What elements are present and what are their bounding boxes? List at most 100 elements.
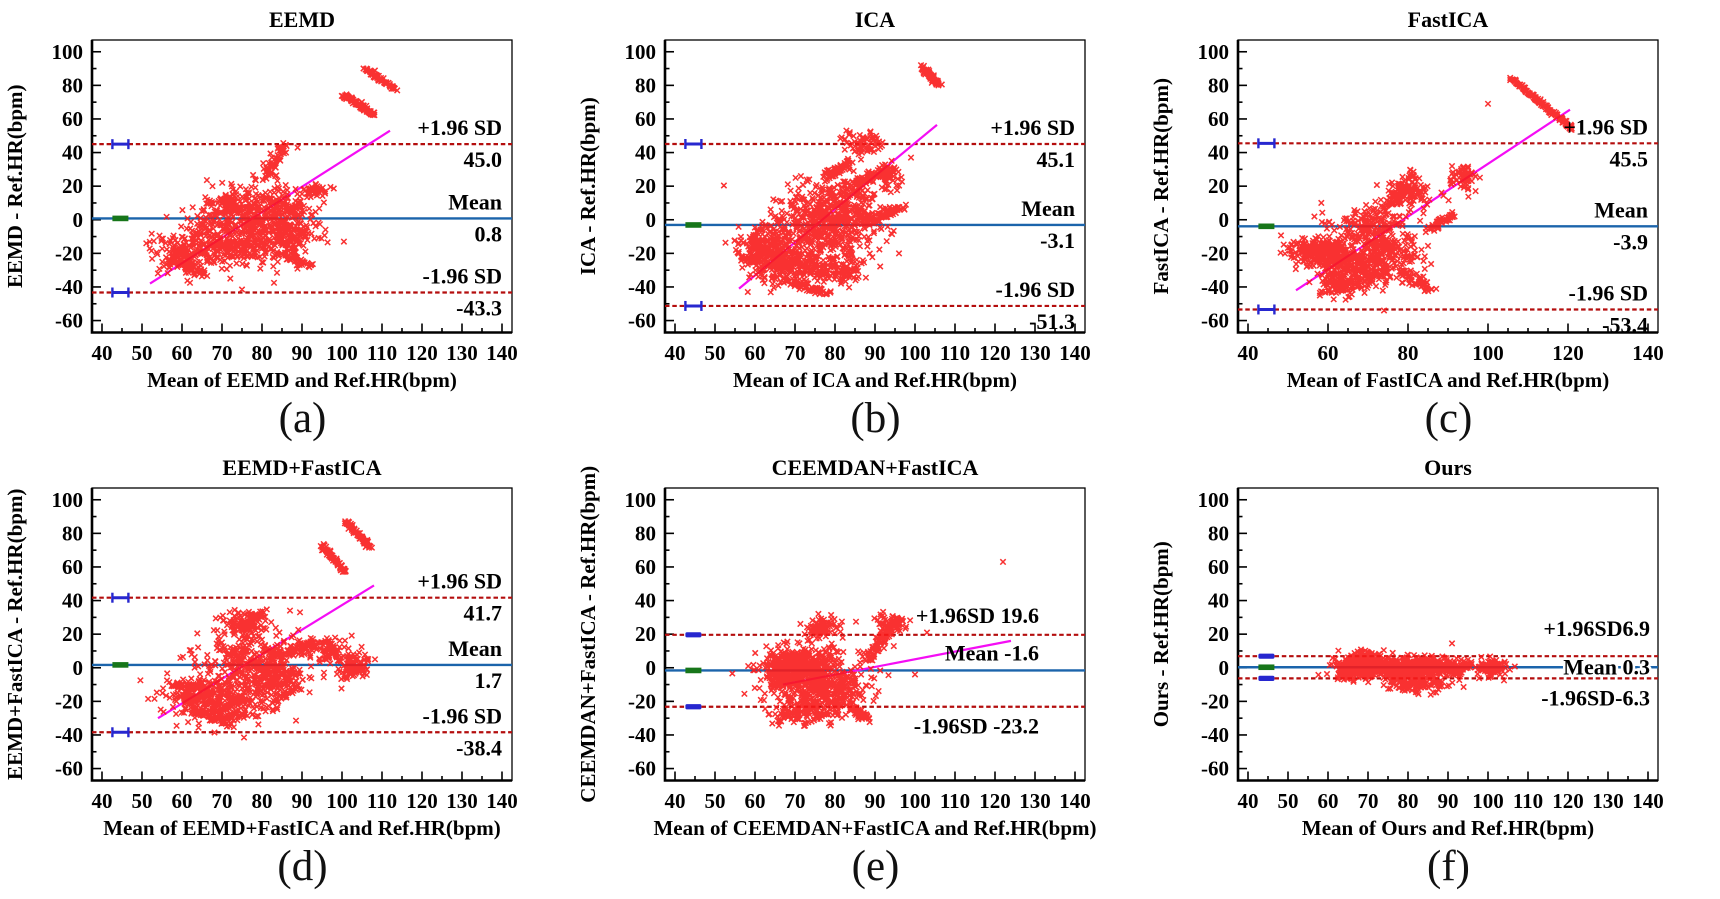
x-tick-label: 140 bbox=[486, 789, 518, 813]
y-tick-label: -20 bbox=[628, 689, 656, 713]
loa-annotation-value: -3.9 bbox=[1613, 229, 1648, 254]
bland-altman-plot-ceemdan-fastica: 40 50 60 70 80 90 100 110 120 130 140 -60 -40 -20 0 20 4… bbox=[576, 455, 1097, 840]
plot-title: FastICA bbox=[1408, 7, 1489, 32]
y-axis-label: FastICA - Ref.HR(bpm) bbox=[1149, 78, 1173, 294]
y-tick-label: -60 bbox=[1201, 757, 1229, 781]
axis-lines bbox=[1236, 488, 1658, 782]
plot-title: Ours bbox=[1424, 455, 1472, 480]
mean-bar-marker bbox=[685, 222, 702, 228]
y-tick-label: 40 bbox=[635, 589, 656, 613]
y-tick-label: 40 bbox=[635, 141, 656, 165]
loa-annotation-inline: +1.96SD6.9 bbox=[1543, 616, 1650, 641]
x-tick-label: 140 bbox=[1059, 789, 1091, 813]
subplot-c: 40 60 80 100 120 140 -60 -40 -20 0 20 40 60 80 100 Fast… bbox=[1146, 2, 1719, 450]
loa-annotation-value: 0.8 bbox=[475, 221, 503, 246]
y-tick-label: 0 bbox=[646, 656, 657, 680]
x-tick-label: 60 bbox=[745, 789, 766, 813]
x-tick-label: 120 bbox=[979, 341, 1011, 365]
loa-annotation-label: Mean bbox=[1594, 197, 1648, 222]
axis-ticks bbox=[1238, 50, 1649, 333]
x-tick-label: 110 bbox=[1513, 789, 1543, 813]
y-tick-label: -60 bbox=[55, 309, 83, 333]
axis-ticks bbox=[92, 498, 503, 781]
subplot-b: 40 50 60 70 80 90 100 110 120 130 140 -60 -40 -20 0 20 4… bbox=[573, 2, 1146, 450]
x-tick-label: 90 bbox=[1438, 789, 1459, 813]
x-tick-label: 140 bbox=[486, 341, 518, 365]
y-tick-label: 100 bbox=[52, 488, 84, 512]
x-tick-label: 70 bbox=[212, 789, 233, 813]
y-tick-label: 80 bbox=[1208, 521, 1229, 545]
mean-bar-marker bbox=[1258, 223, 1275, 230]
x-tick-label: 130 bbox=[1019, 341, 1051, 365]
bland-altman-plot-ica: 40 50 60 70 80 90 100 110 120 130 140 -60 -40 -20 0 20 4… bbox=[576, 7, 1091, 392]
x-tick-label: 100 bbox=[899, 341, 931, 365]
mean-bar-marker bbox=[112, 662, 129, 668]
x-tick-label: 120 bbox=[1552, 341, 1584, 365]
loa-annotation-value: 41.7 bbox=[464, 601, 503, 626]
subplot-a: 40 50 60 70 80 90 100 110 120 130 140 -60 -40 -20 0 20 4… bbox=[0, 2, 573, 450]
loa-annotation-inline: +1.96SD 19.6 bbox=[916, 603, 1039, 628]
y-tick-label: -40 bbox=[55, 723, 83, 747]
loa-annotation-label: Mean bbox=[1021, 196, 1075, 221]
line-end-markers bbox=[1258, 653, 1275, 681]
loa-annotation-label: Mean bbox=[448, 636, 502, 661]
axis-ticks bbox=[665, 50, 1076, 333]
subplot-caption-c: (c) bbox=[1424, 395, 1473, 442]
subplot-caption-e: (e) bbox=[851, 843, 900, 890]
y-tick-label: 20 bbox=[635, 174, 656, 198]
x-tick-label: 140 bbox=[1059, 341, 1091, 365]
subplot-d: 40 50 60 70 80 90 100 110 120 130 140 -60 -40 -20 0 20 4… bbox=[0, 450, 573, 899]
x-axis-label: Mean of EEMD and Ref.HR(bpm) bbox=[147, 368, 457, 392]
y-tick-label: -40 bbox=[628, 723, 656, 747]
x-tick-label: 40 bbox=[665, 341, 686, 365]
loa-annotation-label: -1.96 SD bbox=[996, 277, 1075, 302]
y-tick-label: 100 bbox=[625, 40, 657, 64]
x-tick-label: 100 bbox=[326, 341, 358, 365]
bland-altman-plot-eemd-fastica: 40 50 60 70 80 90 100 110 120 130 140 -60 -40 -20 0 20 4… bbox=[3, 455, 518, 840]
x-tick-label: 70 bbox=[785, 341, 806, 365]
y-tick-label: 20 bbox=[62, 174, 83, 198]
y-tick-label: 60 bbox=[62, 107, 83, 131]
y-tick-label: 60 bbox=[635, 107, 656, 131]
x-tick-label: 80 bbox=[825, 789, 846, 813]
x-tick-label: 110 bbox=[940, 789, 970, 813]
axis-lines bbox=[663, 40, 1085, 334]
y-tick-label: -40 bbox=[1201, 275, 1229, 299]
y-tick-label: 60 bbox=[62, 555, 83, 579]
loa-annotation-inline: -1.96SD-6.3 bbox=[1541, 685, 1650, 710]
loa-annotation-label: -1.96 SD bbox=[423, 703, 502, 728]
x-tick-label: 120 bbox=[406, 341, 438, 365]
loa-annotation-label: +1.96 SD bbox=[417, 115, 502, 140]
loa-annotation-value: -43.3 bbox=[456, 296, 502, 321]
scatter-points bbox=[729, 558, 1007, 730]
x-tick-label: 40 bbox=[665, 789, 686, 813]
x-tick-label: 60 bbox=[745, 341, 766, 365]
y-tick-label: 40 bbox=[62, 589, 83, 613]
x-tick-label: 120 bbox=[406, 789, 438, 813]
loa-bar-marker bbox=[1258, 653, 1275, 659]
x-tick-label: 100 bbox=[899, 789, 931, 813]
axis-ticks bbox=[92, 50, 503, 333]
scatter-points bbox=[143, 65, 401, 293]
y-axis-label: EEMD+FastICA - Ref.HR(bpm) bbox=[3, 489, 27, 780]
x-tick-label: 130 bbox=[1019, 789, 1051, 813]
y-tick-label: 80 bbox=[62, 73, 83, 97]
y-tick-label: 40 bbox=[1208, 141, 1229, 165]
subplot-caption-d: (d) bbox=[277, 843, 328, 890]
loa-annotation-label: +1.96 SD bbox=[1563, 114, 1648, 139]
x-tick-label: 110 bbox=[940, 341, 970, 365]
scatter-points bbox=[137, 518, 379, 741]
y-tick-label: -20 bbox=[55, 689, 83, 713]
x-tick-label: 130 bbox=[1592, 789, 1624, 813]
bland-altman-plot-eemd: 40 50 60 70 80 90 100 110 120 130 140 -60 -40 -20 0 20 4… bbox=[3, 7, 518, 392]
y-tick-label: 60 bbox=[635, 555, 656, 579]
plot-frame bbox=[91, 487, 513, 782]
loa-bar-marker bbox=[685, 704, 702, 710]
y-tick-label: 0 bbox=[646, 208, 657, 232]
y-tick-label: 0 bbox=[1219, 656, 1230, 680]
y-tick-label: -60 bbox=[628, 757, 656, 781]
loa-annotation-value: -38.4 bbox=[456, 735, 502, 760]
x-tick-label: 120 bbox=[1552, 789, 1584, 813]
y-tick-label: -20 bbox=[55, 241, 83, 265]
y-axis-label: EEMD - Ref.HR(bpm) bbox=[3, 84, 27, 288]
